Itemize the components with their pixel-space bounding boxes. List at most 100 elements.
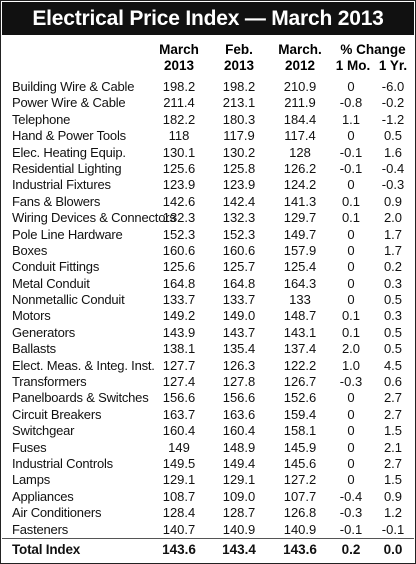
change-1-month: 0.1 — [341, 308, 361, 324]
value-march-2012: 122.2 — [283, 357, 317, 373]
item-name: Circuit Breakers — [12, 406, 102, 422]
item-name: Transformers — [12, 374, 87, 390]
table-row: Generators 143.9 143.7 143.1 0.1 0.5 — [1, 325, 415, 341]
value-march-2013: 163.7 — [162, 406, 196, 422]
change-1-year: 0.9 — [383, 193, 403, 209]
change-1-month: 1.0 — [341, 357, 361, 373]
table-row: Conduit Fittings 125.6 125.7 125.4 0 0.2 — [1, 259, 415, 275]
total-march-2012: 143.6 — [283, 542, 317, 557]
table-row: Nonmetallic Conduit 133.7 133.7 133 0 0.5 — [1, 292, 415, 308]
value-march-2013: 127.4 — [162, 374, 196, 390]
value-feb-2013: 160.6 — [222, 242, 256, 258]
header-march-2012-line2: 2012 — [284, 58, 316, 73]
value-feb-2013: 180.3 — [222, 111, 256, 127]
change-1-month: 0 — [347, 439, 355, 455]
change-1-month: 1.1 — [341, 111, 361, 127]
value-march-2012: 210.9 — [283, 79, 317, 94]
value-march-2012: 137.4 — [283, 341, 317, 357]
value-march-2012: 129.7 — [283, 210, 317, 226]
change-1-month: 0 — [347, 455, 355, 471]
item-name: Boxes — [12, 242, 48, 258]
table-row: Industrial Controls 149.5 149.4 145.6 0 2.7 — [1, 456, 415, 472]
item-name: Fuses — [12, 439, 47, 455]
table-row: Fuses 149 148.9 145.9 0 2.1 — [1, 440, 415, 456]
value-march-2012: 127.2 — [283, 472, 317, 488]
change-1-year: 0.5 — [383, 341, 403, 357]
value-feb-2013: 117.9 — [223, 128, 255, 144]
value-march-2012: 140.9 — [283, 521, 317, 537]
item-name: Generators — [12, 324, 76, 340]
table-body: Building Wire & Cable 198.2 198.2 210.9 0 -6.… — [1, 79, 415, 538]
header-march-2012-line1: March. — [278, 42, 322, 57]
item-name: Fans & Blowers — [12, 193, 101, 209]
value-march-2012: 211.9 — [284, 95, 316, 111]
change-1-month: 0.1 — [341, 210, 361, 226]
change-1-month: 0 — [347, 275, 355, 291]
header-change-periods: 1 Mo. 1 Yr. — [333, 58, 413, 74]
value-march-2012: 157.9 — [283, 242, 317, 258]
value-march-2013: 125.6 — [162, 160, 196, 176]
change-1-year: -1.2 — [381, 111, 405, 127]
header-feb-2013-line1: Feb. — [225, 42, 253, 57]
value-march-2013: 143.9 — [162, 324, 196, 340]
table-row: Elec. Heating Equip. 130.1 130.2 128 -0.1 1.6 — [1, 145, 415, 161]
change-1-year: 0.3 — [383, 275, 403, 291]
item-name: Fasteners — [12, 521, 69, 537]
item-name: Elec. Heating Equip. — [12, 144, 126, 160]
change-1-year: 1.6 — [383, 144, 403, 160]
change-1-year: 1.7 — [383, 242, 403, 258]
change-1-month: 0 — [347, 242, 355, 258]
header-march-2012: March. 2012 — [268, 42, 332, 74]
value-march-2013: 182.2 — [162, 111, 196, 127]
table-row: Motors 149.2 149.0 148.7 0.1 0.3 — [1, 308, 415, 324]
table-row: Ballasts 138.1 135.4 137.4 2.0 0.5 — [1, 341, 415, 357]
value-march-2013: 127.7 — [162, 357, 196, 373]
value-feb-2013: 109.0 — [222, 488, 256, 504]
change-1-month: 0 — [347, 177, 355, 193]
value-march-2012: 145.9 — [283, 439, 317, 455]
table-row: Metal Conduit 164.8 164.8 164.3 0 0.3 — [1, 276, 415, 292]
total-divider — [2, 538, 414, 539]
value-march-2012: 141.3 — [283, 193, 317, 209]
value-march-2012: 164.3 — [283, 275, 317, 291]
value-feb-2013: 129.1 — [222, 472, 256, 488]
change-1-month: 0 — [347, 472, 355, 488]
table-row: Hand & Power Tools 118 117.9 117.4 0 0.5 — [1, 128, 415, 144]
total-label: Total Index — [12, 542, 81, 557]
change-1-month: 0 — [347, 406, 355, 422]
value-march-2013: 128.4 — [162, 505, 196, 521]
table-row: Power Wire & Cable 211.4 213.1 211.9 -0.8 -0.… — [1, 95, 415, 111]
value-march-2013: 164.8 — [162, 275, 196, 291]
change-1-month: 2.0 — [341, 341, 361, 357]
value-march-2012: 149.7 — [283, 226, 317, 242]
value-feb-2013: 125.8 — [222, 160, 256, 176]
value-march-2013: 140.7 — [162, 521, 196, 537]
change-1-year: -6.0 — [381, 79, 405, 94]
value-march-2012: 117.4 — [284, 128, 316, 144]
value-feb-2013: 126.3 — [222, 357, 256, 373]
value-march-2013: 133.7 — [162, 292, 196, 308]
value-march-2013: 156.6 — [162, 390, 196, 406]
change-1-year: -0.4 — [381, 160, 405, 176]
change-1-month: 0 — [347, 423, 355, 439]
value-feb-2013: 133.7 — [222, 292, 256, 308]
value-march-2012: 124.2 — [283, 177, 317, 193]
change-1-year: -0.1 — [381, 521, 405, 537]
header-feb-2013-line2: 2013 — [223, 58, 255, 73]
value-feb-2013: 160.4 — [222, 423, 256, 439]
total-feb-2013: 143.4 — [222, 542, 256, 557]
item-name: Appliances — [12, 488, 74, 504]
table-row: Pole Line Hardware 152.3 152.3 149.7 0 1.7 — [1, 227, 415, 243]
header-march-2013-line1: March — [159, 42, 199, 57]
change-1-month: 0.1 — [341, 324, 361, 340]
change-1-year: 0.6 — [383, 374, 403, 390]
value-march-2013: 138.1 — [162, 341, 196, 357]
value-march-2013: 125.6 — [162, 259, 196, 275]
header-feb-2013: Feb. 2013 — [209, 42, 269, 74]
header-march-2013-line2: 2013 — [163, 58, 195, 73]
change-1-month: 0 — [347, 259, 355, 275]
item-name: Industrial Controls — [12, 455, 113, 471]
total-row: Total Index 143.6 143.4 143.6 0.2 0.0 — [1, 541, 415, 559]
value-march-2013: 198.2 — [162, 79, 196, 94]
value-march-2012: 126.7 — [283, 374, 317, 390]
